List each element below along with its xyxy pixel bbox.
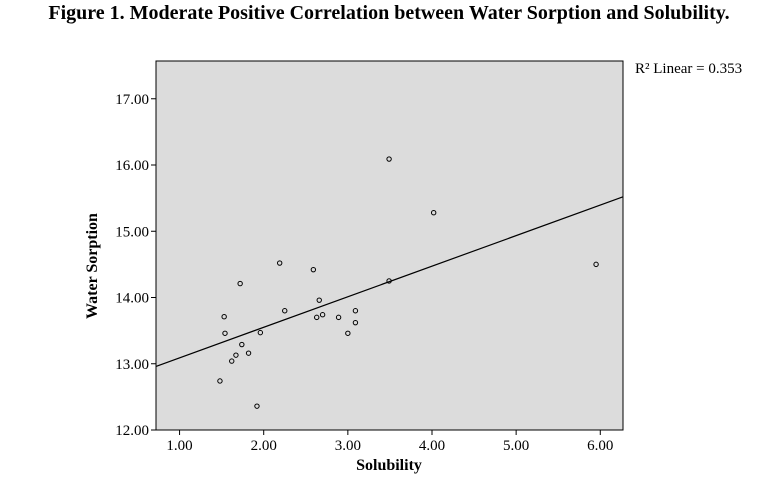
y-axis: 12.00 13.00 14.00 15.00 16.00 17.00 [115,92,156,439]
data-points [217,156,599,409]
data-point [239,341,245,348]
data-point [254,403,260,409]
data-point [314,314,320,321]
data-point [316,297,322,303]
data-point [217,378,223,384]
x-tick-label: 4.00 [419,438,445,454]
y-tick-label: 12.00 [115,423,149,439]
figure-title: Figure 1. Moderate Positive Correlation … [48,2,730,24]
data-point [233,352,239,358]
r-squared-annotation: R² Linear = 0.353 [635,61,742,77]
data-point [319,312,326,318]
regression-line [155,196,624,367]
data-point [430,210,437,216]
x-tick-label: 5.00 [503,438,529,454]
data-point [245,350,252,356]
data-point [352,308,359,314]
data-point [257,329,264,336]
y-tick-label: 16.00 [115,158,149,174]
y-axis-title: Water Sorption [84,213,101,319]
data-point [310,266,317,273]
y-tick-label: 13.00 [115,357,149,373]
x-tick-label: 3.00 [335,438,361,454]
data-point [352,319,359,326]
data-point [229,358,235,364]
y-tick-label: 17.00 [115,92,149,108]
data-point [593,261,599,268]
data-point [386,278,392,284]
x-axis: 1.00 2.00 3.00 4.00 5.00 6.00 [166,430,613,454]
data-point [222,330,228,336]
data-point [345,330,351,336]
x-tick-label: 1.00 [166,438,192,454]
data-point [221,314,227,320]
x-tick-label: 6.00 [587,438,613,454]
data-point [276,260,283,266]
data-point [386,156,392,162]
y-tick-label: 14.00 [115,291,149,307]
y-tick-label: 15.00 [115,224,149,240]
data-point [335,314,342,321]
plot-area [155,60,624,431]
data-point [237,280,243,287]
x-tick-label: 2.00 [251,438,277,454]
x-axis-title: Solubility [356,457,422,474]
data-point [282,308,288,314]
